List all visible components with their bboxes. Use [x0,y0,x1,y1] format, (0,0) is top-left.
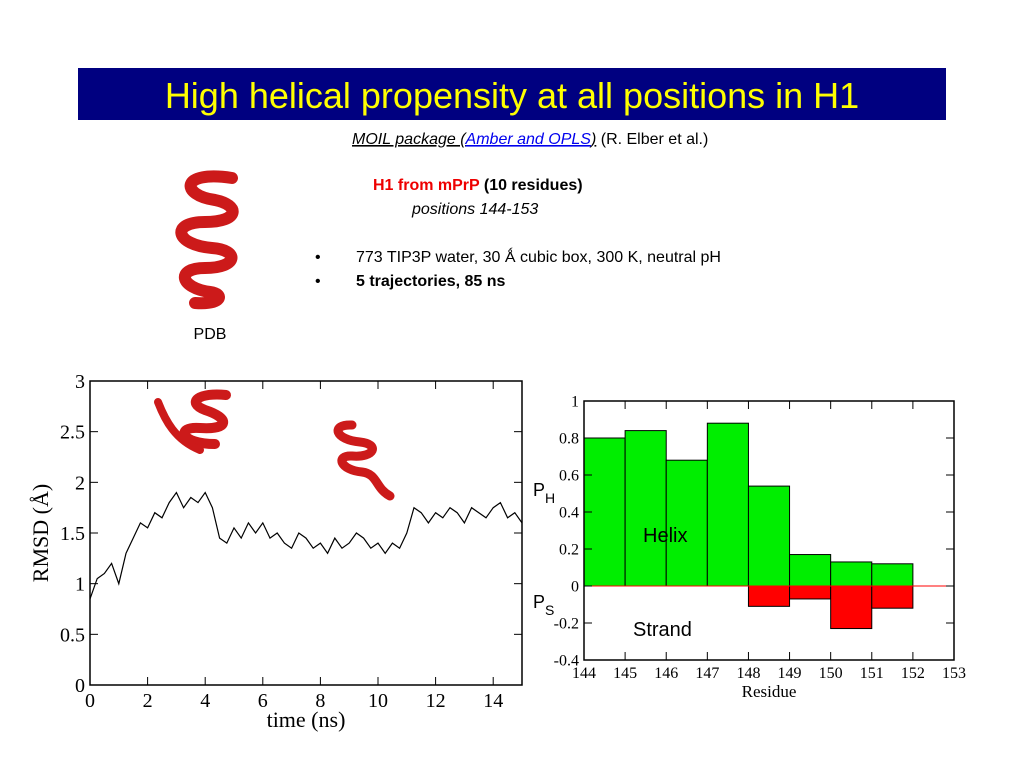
x-tick-label: 10 [368,690,388,712]
bar [789,585,832,600]
rmsd-line [89,491,523,600]
y-tick-label: 0.5 [60,624,85,646]
system-positions: positions 144-153 [411,201,538,218]
y-tick-label: 2 [75,472,85,494]
y-axis-label-sub: S [545,602,554,618]
y-tick-label: -0.4 [554,653,579,670]
y-tick-label: -0.2 [554,616,579,633]
y-tick-label: 0.6 [559,468,579,485]
y-tick-label: 2.5 [60,422,85,444]
x-tick-label: 0 [85,690,95,712]
y-axis-label: PH [533,480,555,506]
method-package: MOIL package ( [352,131,467,148]
y-tick-label: 0 [75,675,85,697]
y-tick-label: 0.2 [559,542,579,559]
method-force-fields: Amber and OPLS [465,131,592,148]
x-tick-label: 144 [572,665,596,682]
bullet-text: 773 TIP3P water, 30 Ǻ cubic box, 300 K, … [356,247,721,266]
x-tick-label: 6 [258,690,268,712]
x-axis-label: Residue [742,682,797,701]
method-package-end: ) [589,131,596,148]
bar [624,430,667,587]
x-tick-label: 153 [942,665,966,682]
structure-label: PDB [194,326,227,343]
x-tick-label: 147 [695,665,719,682]
x-tick-label: 150 [819,665,843,682]
system-line: H1 from mPrP (10 residues) [373,177,583,194]
plot-frame [89,380,523,686]
bullet: • [315,273,321,290]
y-axis-label-base: P [533,480,545,500]
bullet-text: 5 trajectories, 85 ns [356,273,506,290]
bullet: • [315,249,321,266]
annotation: Helix [643,525,687,547]
y-axis-label: PS [533,592,554,618]
y-tick-label: 0.4 [559,505,579,522]
bar [747,485,791,587]
y-tick-label: 0.8 [559,431,579,448]
plot-frame [583,400,955,661]
system-name: H1 from mPrP [373,177,480,194]
y-tick-label: 0 [571,579,579,596]
y-tick-label: 1.5 [60,523,85,545]
y-axis-label-base: P [533,592,545,612]
x-tick-label: 2 [143,690,153,712]
y-tick-label: 1 [571,394,579,411]
method-credit: (R. Elber et al.) [601,131,709,148]
x-tick-label: 145 [613,665,637,682]
x-tick-label: 4 [200,690,210,712]
x-axis-label: time (ns) [267,707,346,732]
x-tick-label: 152 [901,665,925,682]
bar [789,554,832,587]
bar [830,585,873,630]
x-tick-label: 8 [315,690,325,712]
method-line: MOIL package (Amber and OPLS) (R. Elber … [352,131,708,148]
annotation: Strand [633,619,692,641]
title-bar [78,68,946,120]
bar [871,585,914,609]
bar [871,563,914,587]
y-axis-label-sub: H [545,490,555,506]
x-tick-label: 146 [654,665,678,682]
y-tick-label: 3 [75,371,85,393]
bar [830,561,873,587]
x-tick-label: 12 [426,690,446,712]
x-tick-label: 14 [483,690,503,712]
x-tick-label: 151 [860,665,884,682]
bar [665,459,708,587]
helix-cartoon [154,170,395,501]
bar [706,422,749,587]
bar [747,585,791,607]
y-tick-label: 1 [75,574,85,596]
x-tick-label: 149 [778,665,802,682]
y-axis-label: RMSD (Å) [28,484,53,582]
slide-title: High helical propensity at all positions… [165,75,859,116]
x-tick-label: 148 [736,665,760,682]
system-size: (10 residues) [484,177,583,194]
